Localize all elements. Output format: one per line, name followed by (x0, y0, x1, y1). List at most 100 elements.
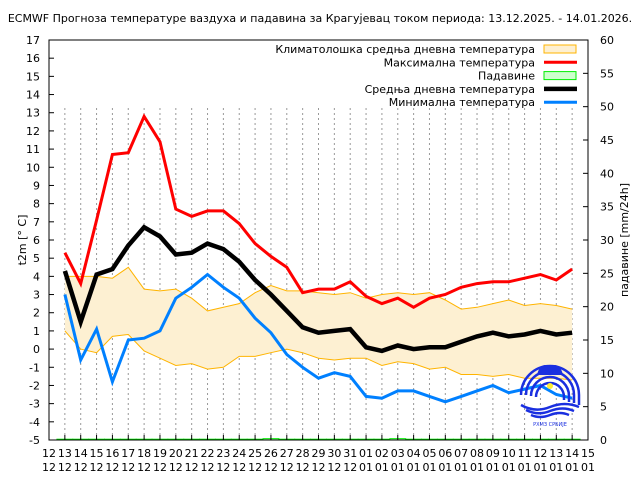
y2-tick-label: 15 (600, 334, 614, 347)
x-tick-month: 12 (201, 461, 215, 474)
x-tick-day: 12 (533, 447, 547, 460)
y-tick-label: 15 (26, 70, 40, 83)
y-tick-label: 2 (33, 307, 40, 320)
x-tick-day: 03 (391, 447, 405, 460)
x-tick-month: 01 (518, 461, 532, 474)
x-tick-day: 25 (248, 447, 262, 460)
x-tick-month: 01 (454, 461, 468, 474)
y-tick-label: 16 (26, 52, 40, 65)
x-tick-day: 28 (296, 447, 310, 460)
climatology-band (64, 266, 573, 381)
y-tick-label: 17 (26, 34, 40, 47)
y-tick-label: 5 (33, 252, 40, 265)
x-tick-day: 01 (359, 447, 373, 460)
y-tick-label: 14 (26, 89, 40, 102)
x-tick-month: 01 (549, 461, 563, 474)
x-tick-day: 31 (343, 447, 357, 460)
legend-label-min: Минимална температура (389, 96, 535, 109)
x-tick-day: 13 (58, 447, 72, 460)
x-tick-day: 14 (74, 447, 88, 460)
x-tick-day: 29 (312, 447, 326, 460)
x-tick-month: 01 (391, 461, 405, 474)
y-tick-label: 8 (33, 198, 40, 211)
y2-tick-label: 60 (600, 34, 614, 47)
climatology-upper-line (64, 266, 573, 312)
y2-tick-label: 45 (600, 134, 614, 147)
x-tick-day: 17 (121, 447, 135, 460)
x-tick-day: 19 (153, 447, 167, 460)
x-tick-day: 02 (375, 447, 389, 460)
y-tick-label: -1 (29, 361, 40, 374)
x-tick-month: 12 (312, 461, 326, 474)
x-tick-day: 04 (407, 447, 421, 460)
x-tick-month: 12 (137, 461, 151, 474)
y-tick-label: 3 (33, 289, 40, 302)
x-tick-month: 12 (264, 461, 278, 474)
x-tick-month: 01 (565, 461, 579, 474)
y2-axis-label: падавине [mm/24h] (618, 183, 631, 297)
y2-tick-label: 40 (600, 167, 614, 180)
x-tick-month: 12 (169, 461, 183, 474)
x-tick-month: 01 (502, 461, 516, 474)
legend-label-precip: Падавине (478, 70, 535, 83)
y-tick-label: 11 (26, 143, 40, 156)
chart-title: ECMWF Прогноза температуре ваздуха и пад… (8, 12, 632, 25)
x-tick-day: 15 (581, 447, 595, 460)
y-tick-label: 7 (33, 216, 40, 229)
y2-tick-label: 30 (600, 234, 614, 247)
x-tick-month: 12 (280, 461, 294, 474)
x-tick-month: 12 (185, 461, 199, 474)
x-tick-day: 05 (422, 447, 436, 460)
x-tick-day: 18 (137, 447, 151, 460)
legend-swatch-clim (543, 44, 577, 54)
rhmz-logo: РХМЗ СРБИЈЕ (519, 364, 581, 428)
x-tick-month: 01 (533, 461, 547, 474)
y-tick-label: 6 (33, 234, 40, 247)
y-tick-label: 12 (26, 125, 40, 138)
legend: Климатолошка средња дневна температураМа… (275, 43, 577, 109)
legend-label-clim: Климатолошка средња дневна температура (275, 43, 535, 56)
x-tick-day: 22 (201, 447, 215, 460)
y-tick-label: 4 (33, 270, 40, 283)
x-tick-month: 12 (327, 461, 341, 474)
y-tick-label: 1 (33, 325, 40, 338)
x-tick-day: 11 (518, 447, 532, 460)
y2-tick-label: 5 (600, 401, 607, 414)
x-tick-month: 01 (359, 461, 373, 474)
x-tick-day: 07 (454, 447, 468, 460)
x-tick-month: 01 (470, 461, 484, 474)
y-tick-label: 10 (26, 161, 40, 174)
y-tick-label: -3 (29, 398, 40, 411)
x-tick-month: 01 (438, 461, 452, 474)
y-tick-label: 13 (26, 107, 40, 120)
y-axis-label: t2m [° C] (16, 215, 29, 266)
x-tick-day: 26 (264, 447, 278, 460)
y-tick-label: -4 (29, 416, 40, 429)
y2-tick-label: 35 (600, 201, 614, 214)
max-temperature-line (63, 113, 573, 310)
x-tick-month: 12 (42, 461, 56, 474)
x-tick-day: 12 (42, 447, 56, 460)
gridlines (64, 108, 573, 440)
climatology-fill (64, 267, 573, 380)
x-tick-month: 12 (121, 461, 135, 474)
x-tick-month: 12 (105, 461, 119, 474)
legend-label-mean: Средња дневна температура (365, 83, 535, 96)
legend-label-max: Максимална температура (384, 56, 535, 69)
y2-tick-label: 20 (600, 301, 614, 314)
x-tick-month: 12 (153, 461, 167, 474)
x-tick-month: 01 (422, 461, 436, 474)
x-tick-month: 12 (232, 461, 246, 474)
x-tick-month: 12 (216, 461, 230, 474)
y2-tick-label: 10 (600, 367, 614, 380)
y2-tick-label: 50 (600, 101, 614, 114)
y-tick-label: -5 (29, 434, 40, 447)
legend-swatch-precip (543, 71, 577, 81)
mean-temperature-line (62, 224, 573, 354)
x-tick-day: 27 (280, 447, 294, 460)
x-tick-month: 12 (58, 461, 72, 474)
y2-tick-label: 55 (600, 67, 614, 80)
x-tick-day: 23 (216, 447, 230, 460)
x-tick-day: 30 (327, 447, 341, 460)
